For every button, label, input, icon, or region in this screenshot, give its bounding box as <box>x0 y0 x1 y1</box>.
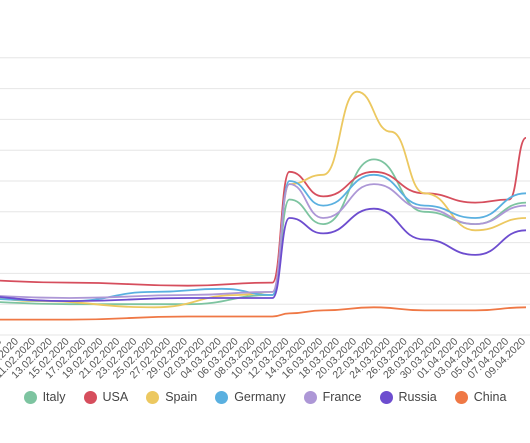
legend-label: USA <box>102 390 129 404</box>
series-line-spain <box>0 90 527 309</box>
series-line-china <box>0 306 527 321</box>
chart-legend: Italy USA Spain Germany France Russia China <box>0 386 530 408</box>
legend-label: Italy <box>42 390 66 404</box>
legend-item-spain[interactable]: Spain <box>146 390 197 404</box>
legend-swatch <box>303 390 317 404</box>
legend-label: Spain <box>165 390 198 404</box>
legend-item-usa[interactable]: USA <box>83 390 129 404</box>
legend-label: China <box>473 390 507 404</box>
legend-swatch <box>83 390 97 404</box>
legend-label: France <box>322 390 362 404</box>
legend-item-russia[interactable]: Russia <box>379 390 437 404</box>
legend-swatch <box>23 390 37 404</box>
legend-swatch <box>379 390 393 404</box>
legend-swatch <box>215 390 229 404</box>
legend-label: Germany <box>234 390 286 404</box>
legend-item-germany[interactable]: Germany <box>215 390 286 404</box>
series-line-italy <box>0 158 527 306</box>
legend-label: Russia <box>398 390 437 404</box>
series-line-france <box>0 183 527 299</box>
legend-swatch <box>146 390 160 404</box>
legend-item-france[interactable]: France <box>303 390 362 404</box>
legend-item-china[interactable]: China <box>454 390 507 404</box>
series-line-usa <box>0 137 527 287</box>
series-line-russia <box>0 207 527 302</box>
legend-swatch <box>454 390 468 404</box>
legend-item-italy[interactable]: Italy <box>23 390 66 404</box>
